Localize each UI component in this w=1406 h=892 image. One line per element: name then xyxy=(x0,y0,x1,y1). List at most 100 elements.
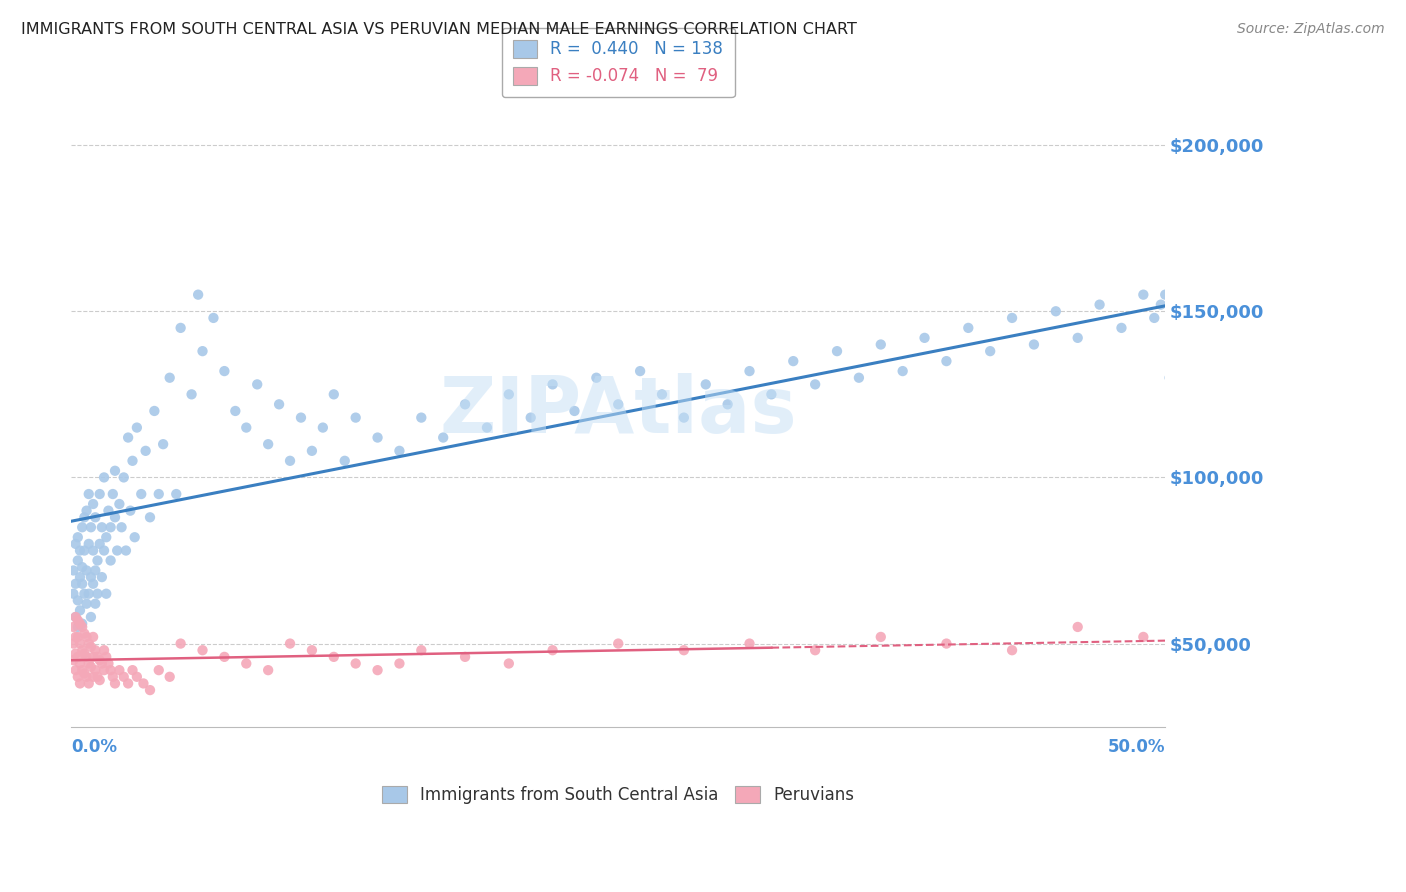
Point xyxy=(69,636,91,650)
Point xyxy=(121,663,143,677)
Point xyxy=(82,670,104,684)
Point xyxy=(564,404,586,418)
Point xyxy=(76,670,98,684)
Point xyxy=(89,653,111,667)
Point xyxy=(100,663,122,677)
Point xyxy=(1001,643,1024,657)
Point xyxy=(1088,298,1111,312)
Point xyxy=(159,370,181,384)
Point xyxy=(139,683,162,698)
Point xyxy=(804,377,827,392)
Point xyxy=(738,636,761,650)
Point xyxy=(1166,404,1188,418)
Point xyxy=(69,657,91,671)
Point xyxy=(65,663,87,677)
Point xyxy=(312,420,335,434)
Point xyxy=(117,431,139,445)
Point xyxy=(607,636,630,650)
Point xyxy=(541,643,564,657)
Legend: Immigrants from South Central Asia, Peruvians: Immigrants from South Central Asia, Peru… xyxy=(375,780,862,811)
Point xyxy=(89,537,111,551)
Point xyxy=(77,676,100,690)
Point xyxy=(65,630,87,644)
Point xyxy=(108,497,131,511)
Point xyxy=(69,616,91,631)
Point xyxy=(66,620,89,634)
Point xyxy=(344,410,367,425)
Point xyxy=(125,420,148,434)
Point xyxy=(104,510,127,524)
Point xyxy=(235,420,257,434)
Point xyxy=(761,387,783,401)
Point xyxy=(1132,630,1154,644)
Point xyxy=(191,643,214,657)
Point xyxy=(90,657,112,671)
Point xyxy=(70,643,93,657)
Point xyxy=(224,404,246,418)
Point xyxy=(82,497,104,511)
Point xyxy=(96,530,118,544)
Point xyxy=(344,657,367,671)
Point xyxy=(432,431,454,445)
Point xyxy=(93,643,115,657)
Point xyxy=(82,649,104,664)
Point xyxy=(1159,370,1181,384)
Point xyxy=(76,649,98,664)
Point xyxy=(672,643,695,657)
Point xyxy=(89,673,111,687)
Point xyxy=(214,649,236,664)
Point xyxy=(148,663,170,677)
Point xyxy=(278,636,301,650)
Point xyxy=(93,663,115,677)
Point xyxy=(411,410,433,425)
Point xyxy=(120,503,142,517)
Point xyxy=(73,510,96,524)
Point xyxy=(214,364,236,378)
Point xyxy=(125,670,148,684)
Point xyxy=(804,643,827,657)
Text: IMMIGRANTS FROM SOUTH CENTRAL ASIA VS PERUVIAN MEDIAN MALE EARNINGS CORRELATION : IMMIGRANTS FROM SOUTH CENTRAL ASIA VS PE… xyxy=(21,22,858,37)
Point xyxy=(672,410,695,425)
Point xyxy=(1171,431,1194,445)
Point xyxy=(62,587,84,601)
Point xyxy=(869,630,891,644)
Point xyxy=(80,640,103,654)
Point xyxy=(69,543,91,558)
Point xyxy=(69,570,91,584)
Point xyxy=(979,344,1001,359)
Point xyxy=(73,626,96,640)
Point xyxy=(301,443,323,458)
Point xyxy=(388,657,411,671)
Point xyxy=(519,410,541,425)
Point xyxy=(143,404,166,418)
Point xyxy=(257,663,280,677)
Point xyxy=(1022,337,1045,351)
Point xyxy=(76,630,98,644)
Point xyxy=(82,543,104,558)
Point xyxy=(235,657,257,671)
Point xyxy=(69,676,91,690)
Point xyxy=(333,454,356,468)
Point xyxy=(914,331,936,345)
Point xyxy=(957,321,980,335)
Point xyxy=(77,487,100,501)
Point xyxy=(69,603,91,617)
Point xyxy=(93,543,115,558)
Point xyxy=(825,344,848,359)
Point xyxy=(86,587,108,601)
Point xyxy=(70,620,93,634)
Text: 50.0%: 50.0% xyxy=(1108,738,1166,756)
Point xyxy=(104,676,127,690)
Point xyxy=(498,657,520,671)
Point xyxy=(70,520,93,534)
Point xyxy=(80,520,103,534)
Point xyxy=(159,670,181,684)
Point xyxy=(84,510,107,524)
Point xyxy=(100,553,122,567)
Point xyxy=(100,520,122,534)
Point xyxy=(65,610,87,624)
Point xyxy=(322,649,344,664)
Point xyxy=(73,587,96,601)
Point xyxy=(322,387,344,401)
Point xyxy=(1154,287,1177,301)
